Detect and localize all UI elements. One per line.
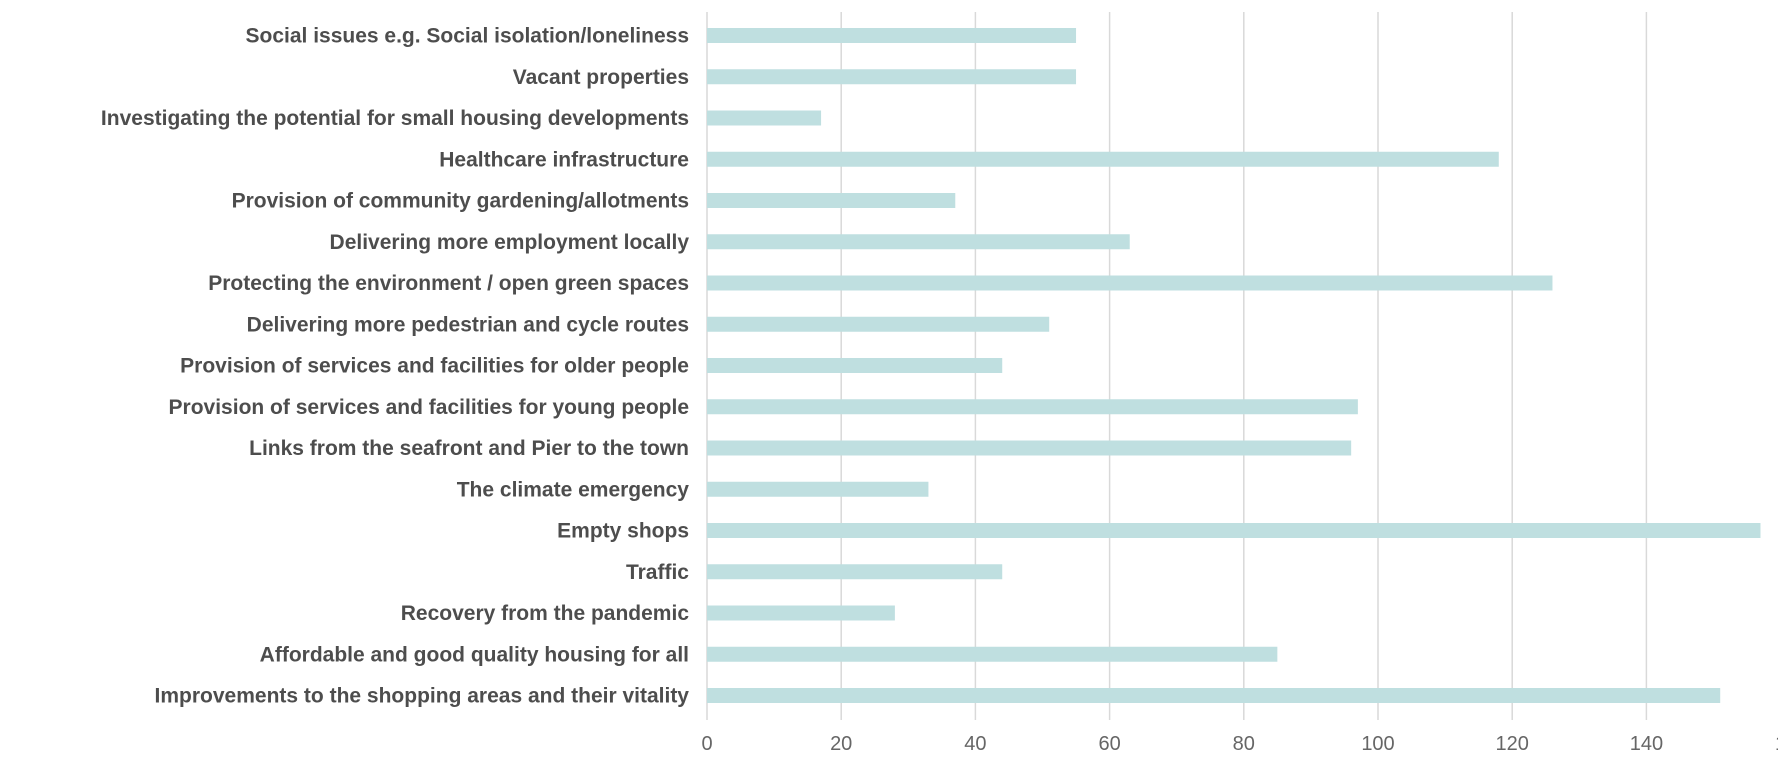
category-label: The climate emergency — [457, 478, 690, 501]
category-label: Traffic — [626, 561, 689, 584]
category-label: Empty shops — [557, 520, 689, 543]
bar — [707, 69, 1077, 85]
bar — [707, 193, 956, 208]
bar — [707, 440, 1352, 456]
bar — [707, 234, 1130, 250]
bar — [707, 688, 1721, 703]
category-label: Links from the seafront and Pier to the … — [249, 437, 689, 460]
x-tick-label: 40 — [964, 733, 986, 755]
x-tick-label: 20 — [830, 733, 852, 755]
x-tick-label: 140 — [1630, 733, 1663, 755]
category-label: Improvements to the shopping areas and t… — [155, 685, 690, 708]
x-tick-label: 0 — [701, 733, 712, 755]
category-label: Recovery from the pandemic — [401, 602, 690, 625]
bar — [707, 564, 1003, 580]
category-label: Provision of community gardening/allotme… — [232, 190, 689, 213]
bar — [707, 646, 1278, 662]
category-label: Delivering more pedestrian and cycle rou… — [247, 313, 689, 336]
bar — [707, 316, 1050, 332]
bar — [707, 28, 1077, 43]
bar — [707, 399, 1358, 415]
bar — [707, 110, 822, 126]
bar — [707, 275, 1553, 291]
bar — [707, 605, 895, 621]
x-tick-label: 120 — [1496, 733, 1529, 755]
category-label: Vacant properties — [513, 66, 689, 89]
x-tick-label: 100 — [1361, 733, 1394, 755]
bar — [707, 151, 1499, 167]
category-label: Provision of services and facilities for… — [169, 396, 689, 419]
x-tick-label: 60 — [1098, 733, 1120, 755]
bars — [707, 28, 1761, 703]
x-tick-label: 80 — [1233, 733, 1255, 755]
x-tick-label: 1 — [1775, 733, 1778, 755]
category-label: Provision of services and facilities for… — [180, 355, 689, 378]
category-label: Healthcare infrastructure — [439, 148, 689, 171]
category-labels: Social issues e.g. Social isolation/lone… — [101, 25, 689, 708]
bar — [707, 523, 1761, 538]
bar — [707, 481, 929, 497]
category-label: Investigating the potential for small ho… — [101, 107, 689, 130]
x-axis-tick-labels: 0 20 40 60 80 100 120 140 1 — [701, 733, 1778, 755]
category-label: Protecting the environment / open green … — [208, 272, 689, 295]
category-label: Affordable and good quality housing for … — [260, 643, 689, 666]
category-label: Delivering more employment locally — [330, 231, 690, 254]
category-label: Social issues e.g. Social isolation/lone… — [246, 25, 690, 48]
bar — [707, 358, 1003, 373]
